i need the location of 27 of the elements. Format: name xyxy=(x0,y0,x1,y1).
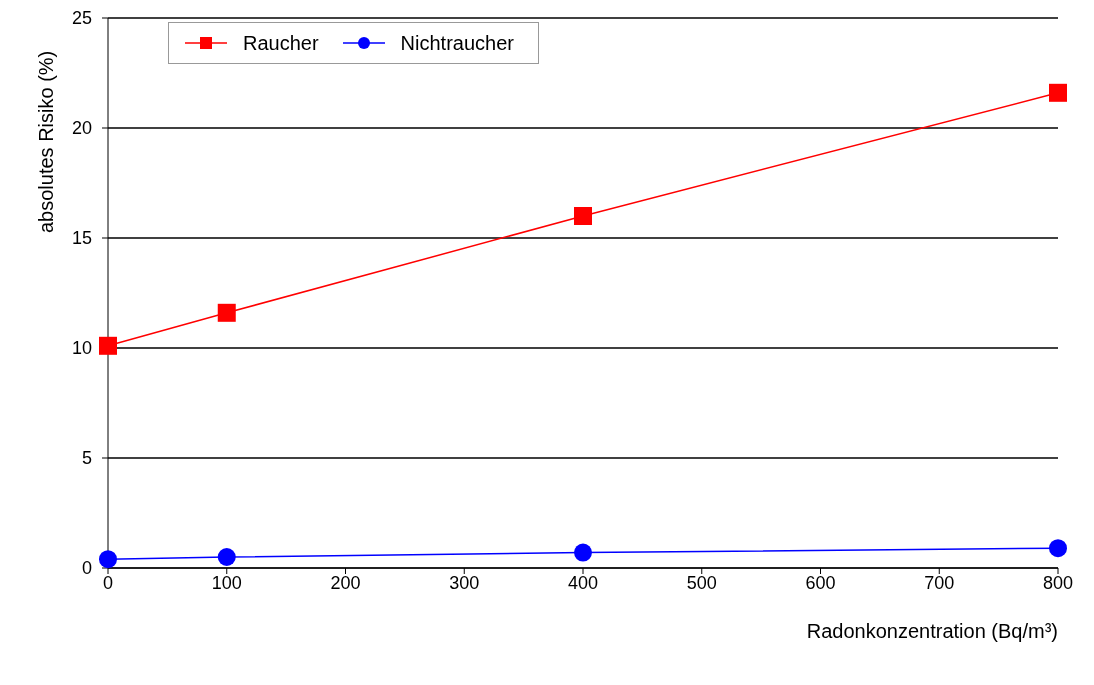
legend-label: Nichtraucher xyxy=(400,31,514,55)
point xyxy=(99,550,117,569)
x-tick-label: 0 xyxy=(102,572,114,593)
point xyxy=(574,207,592,225)
x-axis-title: Radonkonzentration (Bq/m³) xyxy=(806,620,1058,642)
x-tick-label: 200 xyxy=(330,572,361,593)
y-tick-label: 0 xyxy=(81,558,92,579)
point xyxy=(217,548,236,566)
point xyxy=(1049,539,1067,558)
y-tick-label: 5 xyxy=(81,448,92,469)
point xyxy=(574,543,592,562)
x-tick-label: 100 xyxy=(211,572,242,593)
y-tick-label: 10 xyxy=(71,338,92,359)
y-tick-label: 20 xyxy=(71,118,92,139)
point xyxy=(217,303,236,322)
x-tick-label: 300 xyxy=(449,572,480,593)
x-tick-label: 800 xyxy=(1042,572,1074,593)
point xyxy=(1049,83,1067,102)
legend-label: Raucher xyxy=(243,31,319,55)
y-tick-label: 15 xyxy=(71,228,92,249)
point xyxy=(99,336,117,355)
x-tick-label: 500 xyxy=(686,572,717,593)
y-axis-title: absolutes Risiko (%) xyxy=(35,50,58,233)
x-tick-label: 400 xyxy=(567,572,599,593)
x-tick-label: 600 xyxy=(805,572,836,593)
y-tick-label: 25 xyxy=(71,8,92,29)
x-tick-label: 700 xyxy=(924,572,955,593)
